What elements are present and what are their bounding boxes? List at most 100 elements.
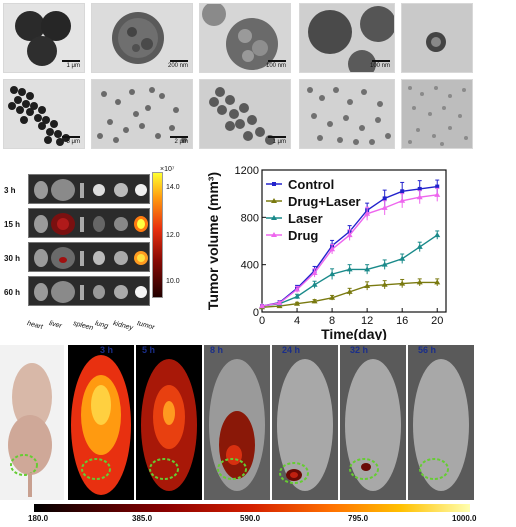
organ-label: tumor [136,320,156,332]
tem-scale-2: 200 nm [168,60,188,69]
tem-image-9 [299,79,395,149]
legend-label: Laser [288,211,323,226]
data-point [434,232,441,238]
data-point [294,300,301,306]
mouse-photo [0,345,64,500]
data-point [417,186,422,191]
data-point [434,191,441,197]
colorbar-label: 590.0 [240,514,261,523]
legend-marker [271,215,277,220]
data-point [399,255,406,261]
x-axis-label: Time(day) [321,326,387,340]
fluorescence-frame: 5 h [136,345,202,500]
organ-set [34,213,148,235]
data-point [294,286,301,292]
tumor-volume-plot: 0 4 8 12 16 20 0 400 800 1200 Time(day) Tumor volum… [205,165,447,340]
data-point [400,189,405,194]
organ-label: kidney [112,320,134,332]
organ-image-row [28,174,150,204]
x-tick-label: 8 [329,315,335,327]
organ-time-label: 3 h [4,186,16,195]
tem-scale-4: 100 nm [370,60,390,69]
data-point [329,246,336,252]
tem-image-7: 2 μm [91,79,193,149]
organ-time-label: 15 h [4,220,21,229]
fluorescence-frame: 56 h [408,345,474,500]
data-point [311,298,318,304]
data-point [346,288,353,294]
y-tick-label: 1200 [235,165,259,177]
y-axis-label: Tumor volume (mm³) [205,172,221,310]
imaging-time-label: 24 h [282,345,301,355]
tem-scale-7: 2 μm [170,136,188,145]
organ-colorbar [152,172,163,298]
x-tick-label: 12 [361,315,373,327]
tem-flower-sphere [202,4,278,70]
data-point [294,293,301,299]
tem-image-grid: 1 μm 200 nm 100 nm 100 nm [3,3,513,149]
imaging-time-label: 8 h [210,345,224,355]
colorbar-tick: 12.0 [166,232,180,239]
y-tick-label: 0 [253,307,259,319]
legend-marker [272,182,276,186]
tem-solid-spheres-overview [8,86,70,146]
plot-frame [261,169,447,313]
tem-image-8: 1 μm [199,79,291,149]
data-point [381,281,388,287]
legend-label: Drug [288,228,318,243]
organ-image-row [28,276,150,306]
data-point [381,261,388,267]
organ-label: lung [94,320,109,331]
legend-marker [271,198,277,203]
tem-image-6: 5 μm [3,79,85,149]
colorbar-label: 795.0 [348,514,369,523]
y-tick-label: 800 [241,212,259,224]
organ-fluorescence-panel: 3 h 15 h 30 h 60 h ×10⁷ [4,166,194,338]
data-point [346,266,353,272]
tem-aggregated-spheres [308,6,394,72]
data-point [399,197,406,203]
data-point [346,232,353,238]
fluorescence-colorbar [34,504,470,512]
legend-label: Control [288,177,334,192]
data-point [416,194,423,200]
data-point [416,279,423,285]
colorbar-label: 385.0 [132,514,153,523]
organ-time-label: 60 h [4,288,21,297]
tem-single-particle [426,32,446,52]
legend-marker [271,232,277,237]
fluorescence-frame: 3 h [68,345,134,500]
tem-porous-sphere [112,12,164,64]
y-tick-label: 400 [241,260,259,272]
colorbar-tick: 14.0 [166,184,180,191]
fluorescence-frame: 32 h [340,345,406,500]
organ-image-row [28,208,150,238]
tem-image-10 [401,79,473,149]
tem-aggregated-overview [307,87,391,145]
data-point [311,269,318,275]
organ-label: liver [48,320,63,331]
data-point [311,281,318,287]
imaging-time-label: 56 h [418,345,437,355]
data-point [276,300,283,306]
x-tick-label: 0 [259,315,265,327]
x-tick-label: 16 [396,315,408,327]
tem-image-3: 100 nm [199,3,291,73]
tem-scale-1: 1 μm [62,60,80,69]
tem-small-particles [408,86,468,146]
fluorescence-frame: 24 h [272,345,338,500]
tem-scale-3: 100 nm [266,60,286,69]
data-point [364,266,371,272]
data-point [364,282,371,288]
x-tick-label: 4 [294,315,300,327]
tem-image-4: 100 nm [299,3,395,73]
data-point [259,303,265,309]
colorbar-label: 180.0 [28,514,49,523]
data-point [435,184,440,189]
data-point [382,196,387,201]
tem-image-1: 1 μm [3,3,85,73]
data-point [364,210,371,216]
tem-scale-6: 5 μm [62,136,80,145]
tem-image-5 [401,3,473,73]
in-vivo-imaging-panel: 3 h 5 h 8 h 24 h [0,345,516,505]
